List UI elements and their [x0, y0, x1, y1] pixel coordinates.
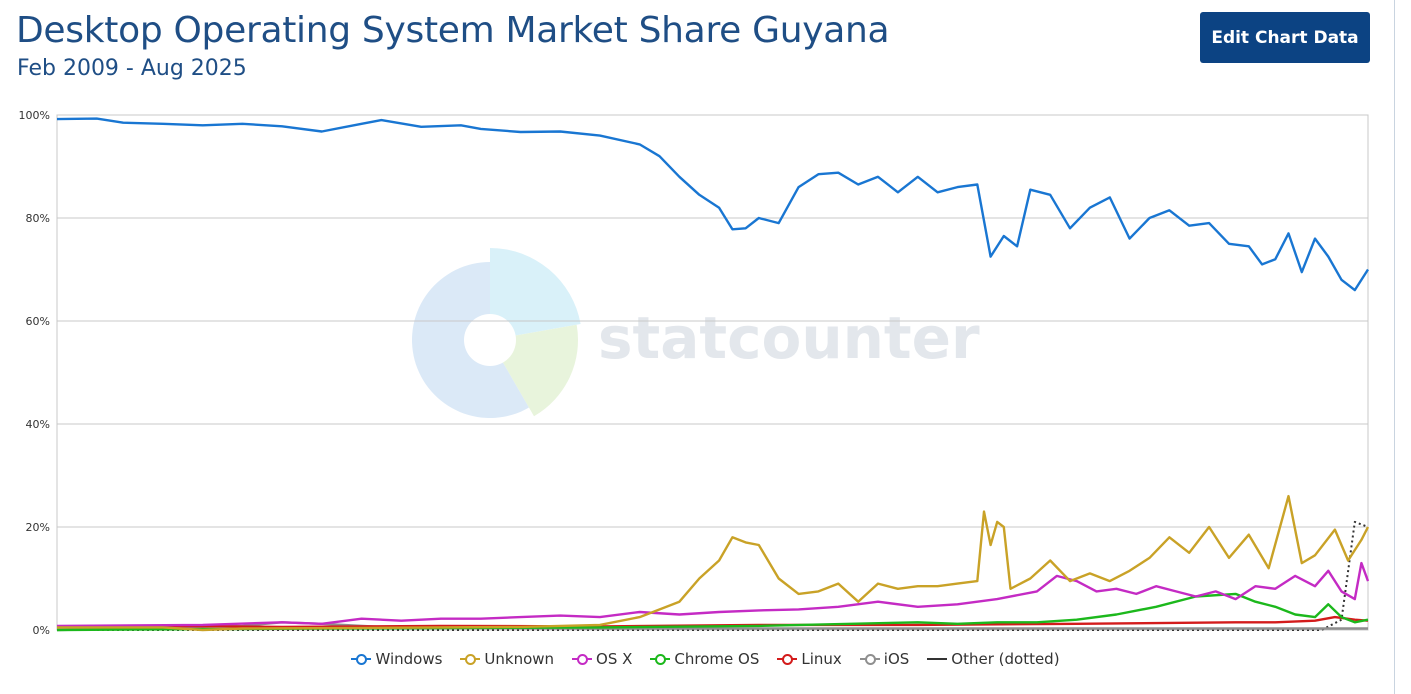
legend-swatch	[777, 653, 798, 665]
watermark-slice	[490, 248, 581, 340]
right-panel-border	[1394, 0, 1395, 694]
legend-label: iOS	[883, 650, 910, 668]
chart-grid	[56, 114, 1369, 631]
series-line-linux[interactable]	[56, 615, 1369, 629]
line-chart: statcounter 0% 20% 40% 60% 80% 100%	[19, 109, 1370, 637]
legend-item[interactable]: iOS	[859, 650, 910, 668]
series-line-other-dotted[interactable]	[57, 520, 1369, 631]
legend-swatch	[351, 653, 372, 665]
legend-label: Other (dotted)	[951, 650, 1060, 668]
y-tick-label: 100%	[19, 109, 50, 122]
legend-label: Linux	[801, 650, 842, 668]
y-axis: 0% 20% 40% 60% 80% 100%	[19, 109, 50, 637]
y-tick-label: 60%	[26, 315, 50, 328]
series-line-windows[interactable]	[56, 117, 1370, 292]
legend-swatch	[927, 653, 948, 665]
y-tick-label: 0%	[33, 624, 50, 637]
legend-item[interactable]: Linux	[777, 650, 842, 668]
y-tick-label: 20%	[26, 521, 50, 534]
plot-border	[56, 114, 1369, 631]
y-tick-label: 80%	[26, 212, 50, 225]
legend-item[interactable]: Unknown	[460, 650, 554, 668]
legend-label: OS X	[596, 650, 633, 668]
page-title: Desktop Operating System Market Share Gu…	[16, 10, 890, 51]
legend-item[interactable]: Windows	[351, 650, 442, 668]
y-tick-label: 40%	[26, 418, 50, 431]
statcounter-watermark: statcounter	[412, 248, 980, 418]
series-line-unknown[interactable]	[57, 494, 1370, 632]
chart-series	[56, 117, 1370, 632]
watermark-hole	[464, 314, 516, 366]
chart-legend: Windows Unknown OS X Chrome OS Linux iOS Other…	[0, 650, 1411, 668]
date-range-subtitle: Feb 2009 - Aug 2025	[17, 56, 247, 81]
legend-label: Unknown	[484, 650, 555, 668]
legend-swatch	[572, 653, 593, 665]
edit-chart-data-button[interactable]: Edit Chart Data	[1200, 12, 1370, 63]
legend-label: Chrome OS	[674, 650, 760, 668]
series-line-chrome-os[interactable]	[56, 592, 1369, 632]
legend-label: Windows	[375, 650, 443, 668]
legend-swatch	[460, 653, 481, 665]
legend-swatch	[859, 653, 880, 665]
series-line-os-x[interactable]	[56, 561, 1370, 628]
legend-item[interactable]: OS X	[572, 650, 632, 668]
legend-swatch	[650, 653, 671, 665]
legend-item[interactable]: Other (dotted)	[927, 650, 1060, 668]
watermark-text: statcounter	[598, 304, 980, 372]
legend-item[interactable]: Chrome OS	[650, 650, 759, 668]
